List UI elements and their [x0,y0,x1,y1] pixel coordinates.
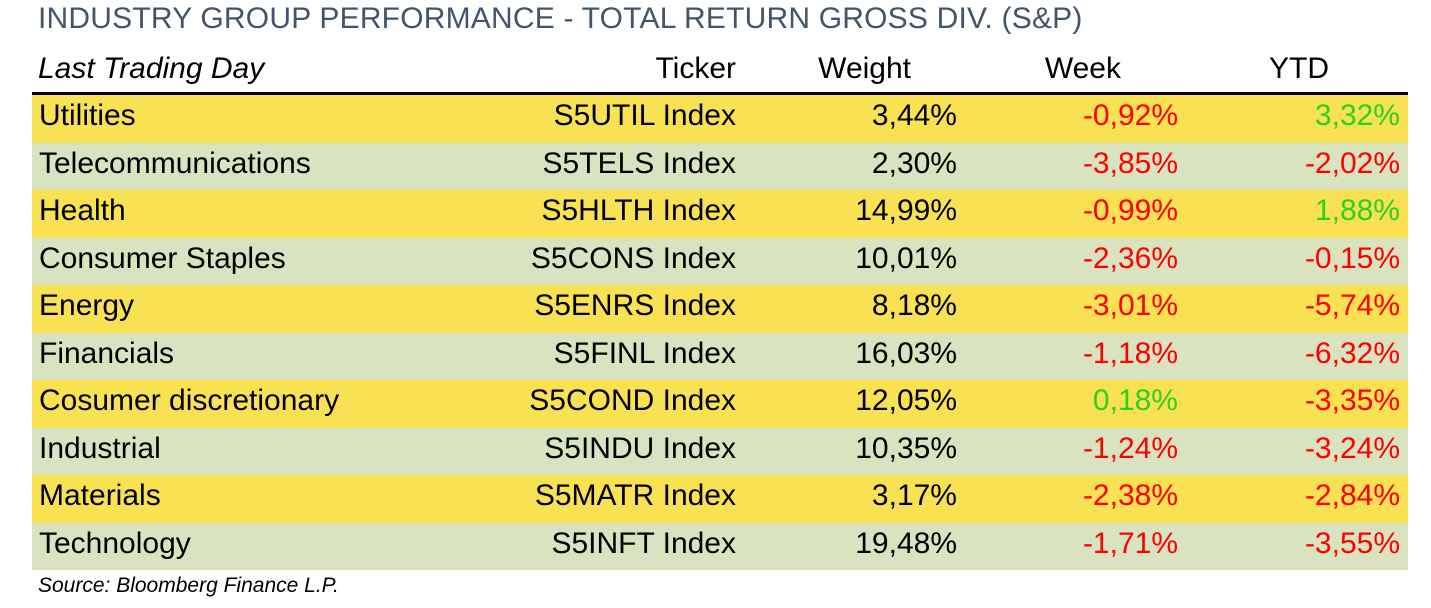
table-row: Industrial S5INDU Index 10,35% -1,24% -3… [32,427,1408,475]
table-row: Cosumer discretionary S5COND Index 12,05… [32,380,1408,428]
ytd-cell: -0,15% [1304,241,1400,275]
table-header: Last Trading Day Ticker Weight Week YTD [32,50,1408,92]
ticker-cell: S5INFT Index [551,526,736,560]
ticker-cell: S5MATR Index [534,479,736,512]
sector-name: Financials [39,336,175,370]
ticker-cell: S5ENRS Index [534,289,736,322]
page-title: INDUSTRY GROUP PERFORMANCE - TOTAL RETUR… [38,2,1083,35]
header-weight: Weight [818,52,911,85]
weight-cell: 2,30% [871,146,957,180]
table-row: Telecommunications S5TELS Index 2,30% -3… [32,142,1408,190]
sector-name: Industrial [39,431,161,465]
sector-name: Energy [39,289,135,322]
table-row: Technology S5INFT Index 19,48% -1,71% -3… [32,522,1408,570]
weight-cell: 8,18% [871,289,957,322]
weight-cell: 16,03% [855,336,957,370]
week-cell: -0,92% [1082,99,1178,132]
table-row: Utilities S5UTIL Index 3,44% -0,92% 3,32… [32,95,1408,143]
header-ytd: YTD [1269,52,1329,85]
table-row: Health S5HLTH Index 14,99% -0,99% 1,88% [32,190,1408,238]
sector-name: Materials [39,479,161,512]
week-cell: -3,01% [1082,289,1178,322]
header-ticker: Ticker [655,52,736,85]
sector-name: Utilities [39,99,136,132]
ytd-cell: -3,55% [1304,526,1400,560]
weight-cell: 10,35% [855,431,957,465]
ticker-cell: S5COND Index [529,384,736,417]
weight-cell: 12,05% [855,384,957,417]
header-week: Week [1044,52,1121,85]
sector-name: Telecommunications [39,146,311,180]
ticker-cell: S5UTIL Index [553,99,736,132]
week-cell: -1,24% [1082,431,1178,465]
performance-table: Utilities S5UTIL Index 3,44% -0,92% 3,32… [32,95,1408,570]
ytd-cell: -5,74% [1304,289,1400,322]
source-note: Source: Bloomberg Finance L.P. [38,574,339,597]
ytd-cell: -3,35% [1304,384,1400,417]
ytd-cell: 1,88% [1314,194,1400,227]
ticker-cell: S5FINL Index [553,336,736,370]
week-cell: -2,38% [1082,479,1178,512]
ytd-cell: -2,02% [1304,146,1400,180]
sector-name: Health [39,194,126,227]
header-last-trading-day: Last Trading Day [38,52,265,85]
ticker-cell: S5CONS Index [530,241,736,275]
weight-cell: 10,01% [855,241,957,275]
week-cell: -2,36% [1082,241,1178,275]
weight-cell: 3,44% [871,99,957,132]
ytd-cell: -2,84% [1304,479,1400,512]
ytd-cell: -3,24% [1304,431,1400,465]
table-row: Consumer Staples S5CONS Index 10,01% -2,… [32,237,1408,285]
weight-cell: 3,17% [871,479,957,512]
sector-name: Cosumer discretionary [39,384,340,417]
table-row: Materials S5MATR Index 3,17% -2,38% -2,8… [32,475,1408,523]
week-cell: -1,18% [1082,336,1178,370]
ytd-cell: -6,32% [1304,336,1400,370]
sector-name: Technology [39,526,191,560]
week-cell: -0,99% [1082,194,1178,227]
weight-cell: 14,99% [855,194,957,227]
table-row: Energy S5ENRS Index 8,18% -3,01% -5,74% [32,285,1408,333]
sector-name: Consumer Staples [39,241,286,275]
week-cell: 0,18% [1092,384,1178,417]
weight-cell: 19,48% [855,526,957,560]
header-divider [32,92,1408,95]
ticker-cell: S5INDU Index [544,431,736,465]
ticker-cell: S5TELS Index [542,146,736,180]
ytd-cell: 3,32% [1314,99,1400,132]
week-cell: -1,71% [1082,526,1178,560]
ticker-cell: S5HLTH Index [541,194,736,227]
week-cell: -3,85% [1082,146,1178,180]
table-row: Financials S5FINL Index 16,03% -1,18% -6… [32,332,1408,380]
